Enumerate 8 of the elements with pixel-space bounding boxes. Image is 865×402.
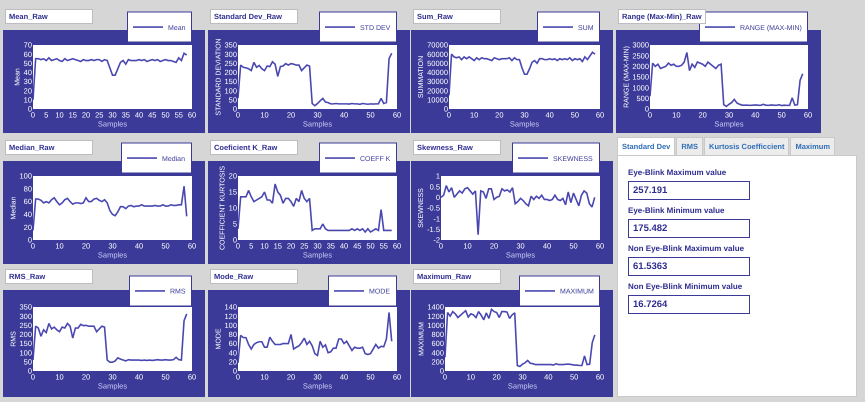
text: Non Eye-Blink Minimum value (628, 282, 744, 291)
text: 16.7264 (628, 295, 750, 314)
text: 61.5363 (628, 257, 750, 276)
text: 175.482 (628, 219, 750, 238)
text: Eye-Blink Maximum value (628, 168, 728, 177)
text: Non Eye-Blink Maximum value (628, 244, 746, 253)
text: Eye-Blink Minimum value (628, 206, 726, 215)
text: 257.191 (628, 181, 750, 200)
